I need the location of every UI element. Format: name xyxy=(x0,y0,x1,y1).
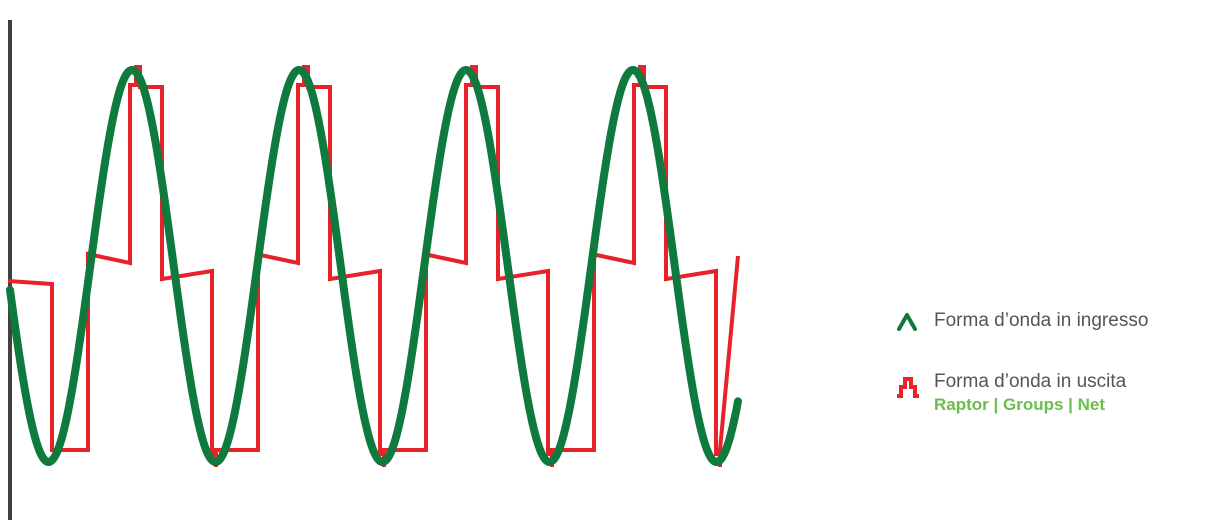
legend-output-label: Forma d’onda in uscita xyxy=(934,371,1127,392)
legend-output-brand: Raptor | Groups | Net xyxy=(934,395,1106,414)
output-waveform xyxy=(7,65,740,467)
input-waveform xyxy=(6,66,742,466)
legend-input-label: Forma d’onda in ingresso xyxy=(934,310,1149,331)
legend: Forma d’onda in ingresso Forma d’onda in… xyxy=(896,309,1214,416)
legend-item-output: Forma d’onda in uscita Raptor | Groups |… xyxy=(896,370,1214,416)
waveform-plot-area xyxy=(6,65,742,467)
sine-peak-icon xyxy=(897,313,917,331)
waveform-comparison xyxy=(6,20,742,520)
step-pulse-icon xyxy=(897,377,919,398)
legend-item-input: Forma d’onda in ingresso xyxy=(896,309,1214,332)
